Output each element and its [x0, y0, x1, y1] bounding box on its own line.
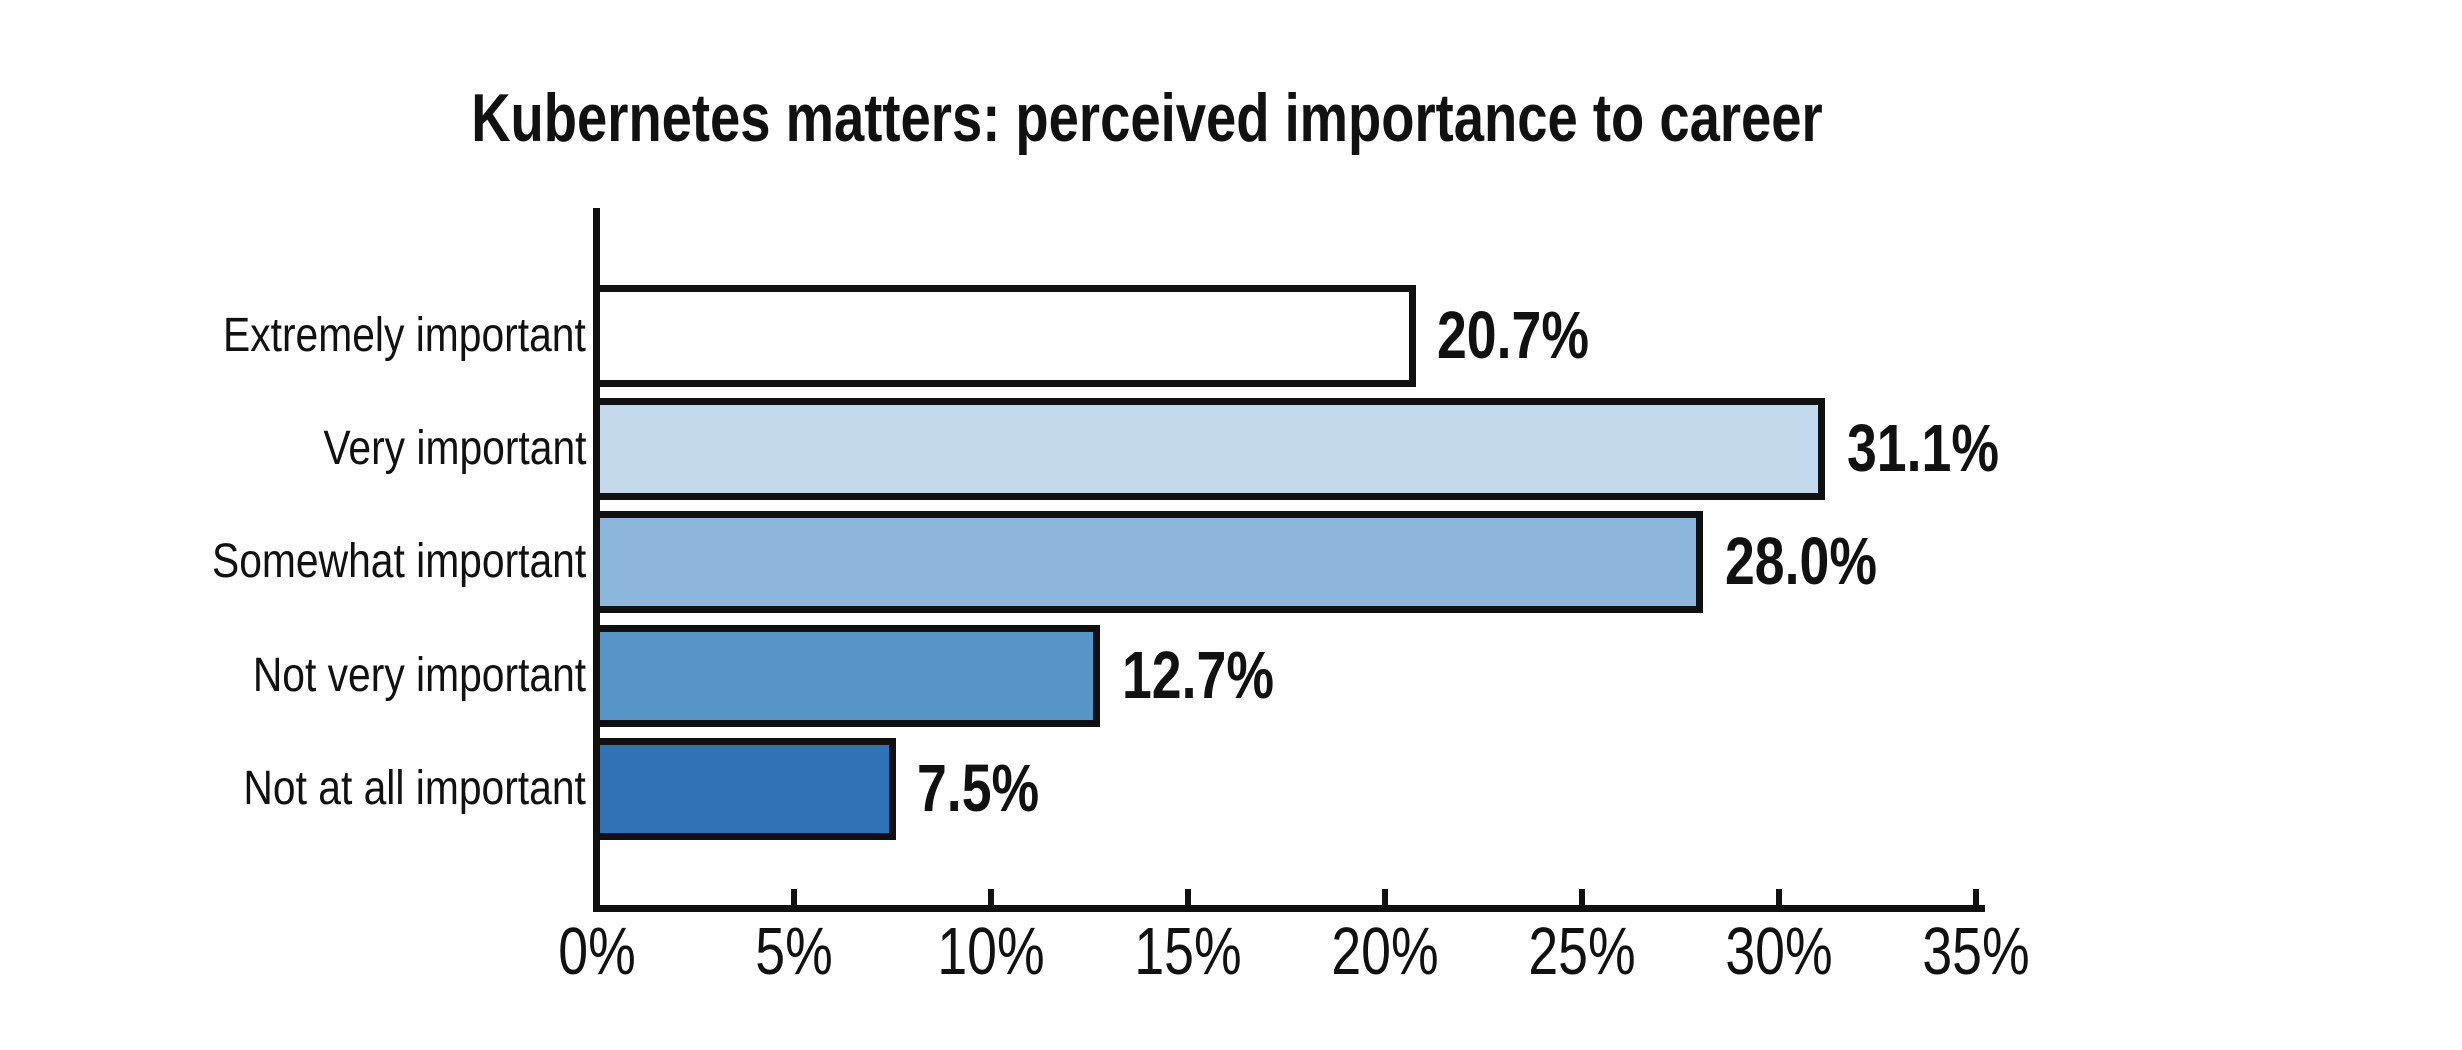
category-label-text: Extremely important — [223, 309, 586, 362]
category-label: Very important — [277, 419, 586, 479]
x-tick-label: 15% — [1120, 918, 1254, 985]
value-label: 12.7% — [1121, 637, 1312, 713]
x-tick-label: 5% — [745, 918, 842, 985]
value-label: 7.5% — [917, 750, 1070, 826]
value-label-text: 7.5% — [917, 750, 1040, 826]
x-tick-label-text: 30% — [1724, 914, 1833, 989]
value-label: 20.7% — [1437, 300, 1627, 372]
x-tick-mark — [1775, 889, 1782, 905]
x-tick-label-text: 0% — [557, 914, 636, 989]
x-tick-label: 25% — [1514, 918, 1648, 985]
category-label: Not very important — [194, 646, 586, 706]
chart-title-text: Kubernetes matters: perceived importance… — [471, 80, 1823, 156]
bar — [593, 285, 1416, 387]
category-label-text: Not at all important — [243, 761, 586, 815]
x-tick-label-text: 20% — [1330, 914, 1439, 989]
x-tick-label: 0% — [548, 918, 645, 985]
x-tick-mark — [1972, 889, 1979, 905]
value-label-text: 20.7% — [1437, 298, 1590, 373]
x-tick-label-text: 35% — [1921, 914, 2030, 989]
bar — [593, 624, 1101, 727]
x-tick-mark — [790, 889, 797, 905]
x-tick-mark — [1578, 889, 1585, 905]
category-label-text: Not very important — [252, 648, 586, 702]
bar — [593, 511, 1704, 614]
x-tick-label: 20% — [1317, 918, 1451, 985]
x-tick-label-text: 5% — [754, 914, 833, 989]
category-label: Somewhat important — [146, 532, 586, 592]
category-label: Not at all important — [183, 759, 586, 819]
x-axis-line — [593, 905, 1985, 912]
value-label: 31.1% — [1847, 413, 2037, 485]
x-tick-mark — [987, 889, 994, 905]
category-label-text: Very important — [322, 422, 586, 476]
value-label: 28.0% — [1725, 526, 1915, 598]
x-tick-label-text: 15% — [1133, 914, 1242, 989]
value-label-text: 28.0% — [1724, 524, 1877, 600]
bar — [593, 737, 896, 840]
category-label: Extremely important — [159, 306, 586, 366]
x-tick-label-text: 25% — [1527, 914, 1636, 989]
x-tick-label: 10% — [923, 918, 1057, 985]
x-tick-label: 30% — [1711, 918, 1845, 985]
category-label-text: Somewhat important — [211, 535, 586, 589]
x-tick-label-text: 10% — [936, 914, 1045, 989]
x-tick-label: 35% — [1908, 918, 2042, 985]
x-tick-mark — [1381, 889, 1388, 905]
value-label-text: 31.1% — [1846, 411, 1999, 487]
bar — [593, 398, 1826, 501]
chart-title: Kubernetes matters: perceived importance… — [302, 84, 1991, 152]
x-tick-mark — [1184, 889, 1191, 905]
value-label-text: 12.7% — [1121, 637, 1274, 713]
